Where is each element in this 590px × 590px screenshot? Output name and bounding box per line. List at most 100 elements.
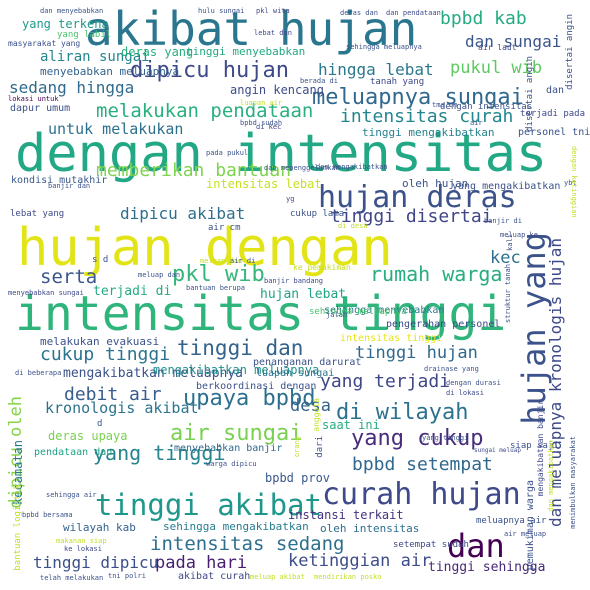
word: meluap dan: [200, 257, 243, 265]
word: mengakibatkan meluapnya: [153, 363, 320, 377]
word: dipicu hujan: [130, 58, 289, 83]
word: dan: [546, 85, 565, 96]
word: yang mengakibatkan: [452, 181, 561, 192]
word: kec: [490, 248, 521, 268]
word: ke lokasi: [64, 545, 102, 553]
word: ybt: [564, 179, 577, 187]
word: tinggi dipicu: [33, 553, 159, 572]
word: yg: [286, 195, 295, 203]
word: untuk melakukan: [48, 120, 184, 138]
word: air laut: [478, 43, 517, 52]
word: tinggi hujan: [355, 343, 478, 363]
word: tni polri: [108, 572, 146, 580]
word: tinggi akibat: [95, 488, 322, 522]
word: penanganan darurat: [253, 357, 362, 368]
word: luapan air: [240, 99, 283, 107]
word: air di: [230, 257, 256, 265]
word: intensitas lebat: [206, 177, 322, 191]
word: dan mengakibatkan: [316, 163, 388, 171]
word: wilayah kab: [63, 521, 136, 534]
word: banjir bandang: [264, 277, 324, 285]
word: meluapnya sungai: [312, 85, 524, 110]
word: sehingga mengakibatkan: [163, 520, 309, 533]
word: tma cm: [432, 101, 458, 109]
word: air meluap: [504, 530, 547, 538]
word: lebat yang: [10, 209, 65, 219]
word: bpbd kab: [440, 8, 527, 29]
word: pendataan dan: [34, 447, 113, 458]
word: tinggi menyebabkan: [186, 45, 306, 58]
word: s d: [92, 255, 109, 265]
word: personel tni: [518, 127, 590, 138]
word: intensitas curah: [340, 106, 514, 127]
word: di desa: [338, 222, 368, 230]
word: kondisi mutakhir: [11, 175, 108, 186]
word: menimbulkan masyarakat: [569, 436, 577, 529]
word: yang labil: [57, 30, 112, 40]
word: d: [97, 419, 103, 429]
word: berada di: [300, 77, 338, 85]
word: dari: [315, 436, 325, 458]
word: pada hari: [155, 553, 248, 573]
word: menyebabkan banjir: [174, 443, 283, 454]
word: sehingga meluapnya: [346, 43, 422, 51]
word: terjadi di: [93, 284, 172, 299]
word: ketinggian air: [288, 551, 432, 571]
word: lebat dan: [254, 29, 292, 37]
word: kronologis akibat: [45, 399, 199, 417]
word: akibat hujan: [85, 2, 418, 56]
word: anggota: [312, 398, 321, 432]
word: dengan ketinggian: [570, 146, 578, 218]
word: ke pemukiman: [293, 263, 351, 272]
word: banjir di: [484, 217, 522, 225]
word: mengakibatkan banjir: [536, 400, 545, 497]
word: yang tinggi: [93, 441, 226, 465]
word: meluap akibat: [250, 573, 305, 581]
word: angin kencang: [230, 83, 324, 97]
word: melakukan evakuasi: [40, 335, 160, 348]
word: dan menyebabkan: [40, 7, 104, 15]
word: makanan siap: [56, 537, 107, 545]
word: hujan dengan: [17, 218, 393, 278]
word: pukul wib: [450, 58, 543, 78]
word: akibat curah: [178, 571, 251, 582]
word: bpbd sudah: [240, 119, 283, 127]
word: aliran sungai: [40, 49, 150, 65]
word: melakukan pendataan: [96, 100, 314, 122]
word: setempat sudah: [393, 540, 469, 550]
word: memberikan bantuan: [96, 160, 292, 181]
word: siap saji: [510, 441, 559, 451]
word: tinggi mengakibatkan: [362, 126, 495, 139]
word: saat ini: [322, 418, 380, 432]
word: air sungai: [170, 421, 303, 446]
word: bpbd bersama: [22, 511, 73, 519]
word: yang terjadi: [320, 371, 451, 392]
word: masyarakat yang: [8, 39, 81, 48]
word: sedang hingga: [9, 78, 135, 97]
word: bantuan logistik: [13, 484, 23, 571]
word: pengerahan personel: [386, 319, 501, 330]
word: bpbd setempat: [352, 454, 493, 475]
word: di wilayah: [336, 400, 469, 425]
word: dipicu akibat: [120, 204, 246, 223]
word: sehingga menyebabkan: [324, 305, 445, 316]
word: disertai angin: [525, 56, 535, 132]
word: dan menenggelamkan: [264, 164, 340, 172]
word: bantuan berupa: [186, 284, 246, 292]
word: cukup lama: [290, 209, 345, 219]
word: rumah warga: [370, 262, 503, 286]
word: telah melakukan: [40, 574, 104, 582]
word: intensitas tinggi: [340, 333, 443, 344]
word: deras yang: [121, 45, 194, 59]
word: instansi terkait: [288, 508, 404, 522]
word: tanah yang: [370, 77, 425, 87]
word: intensitas sedang: [150, 533, 345, 555]
word: jalan: [326, 311, 348, 319]
word: banjir dan: [48, 182, 91, 190]
word: tinggi dan: [177, 336, 304, 360]
word: dengan intensitas: [440, 102, 533, 112]
word: tinggi disertai: [330, 206, 493, 227]
word: dengan durasi: [446, 379, 501, 387]
word: pkl wib: [172, 262, 265, 287]
word: dapur umum: [10, 103, 71, 114]
